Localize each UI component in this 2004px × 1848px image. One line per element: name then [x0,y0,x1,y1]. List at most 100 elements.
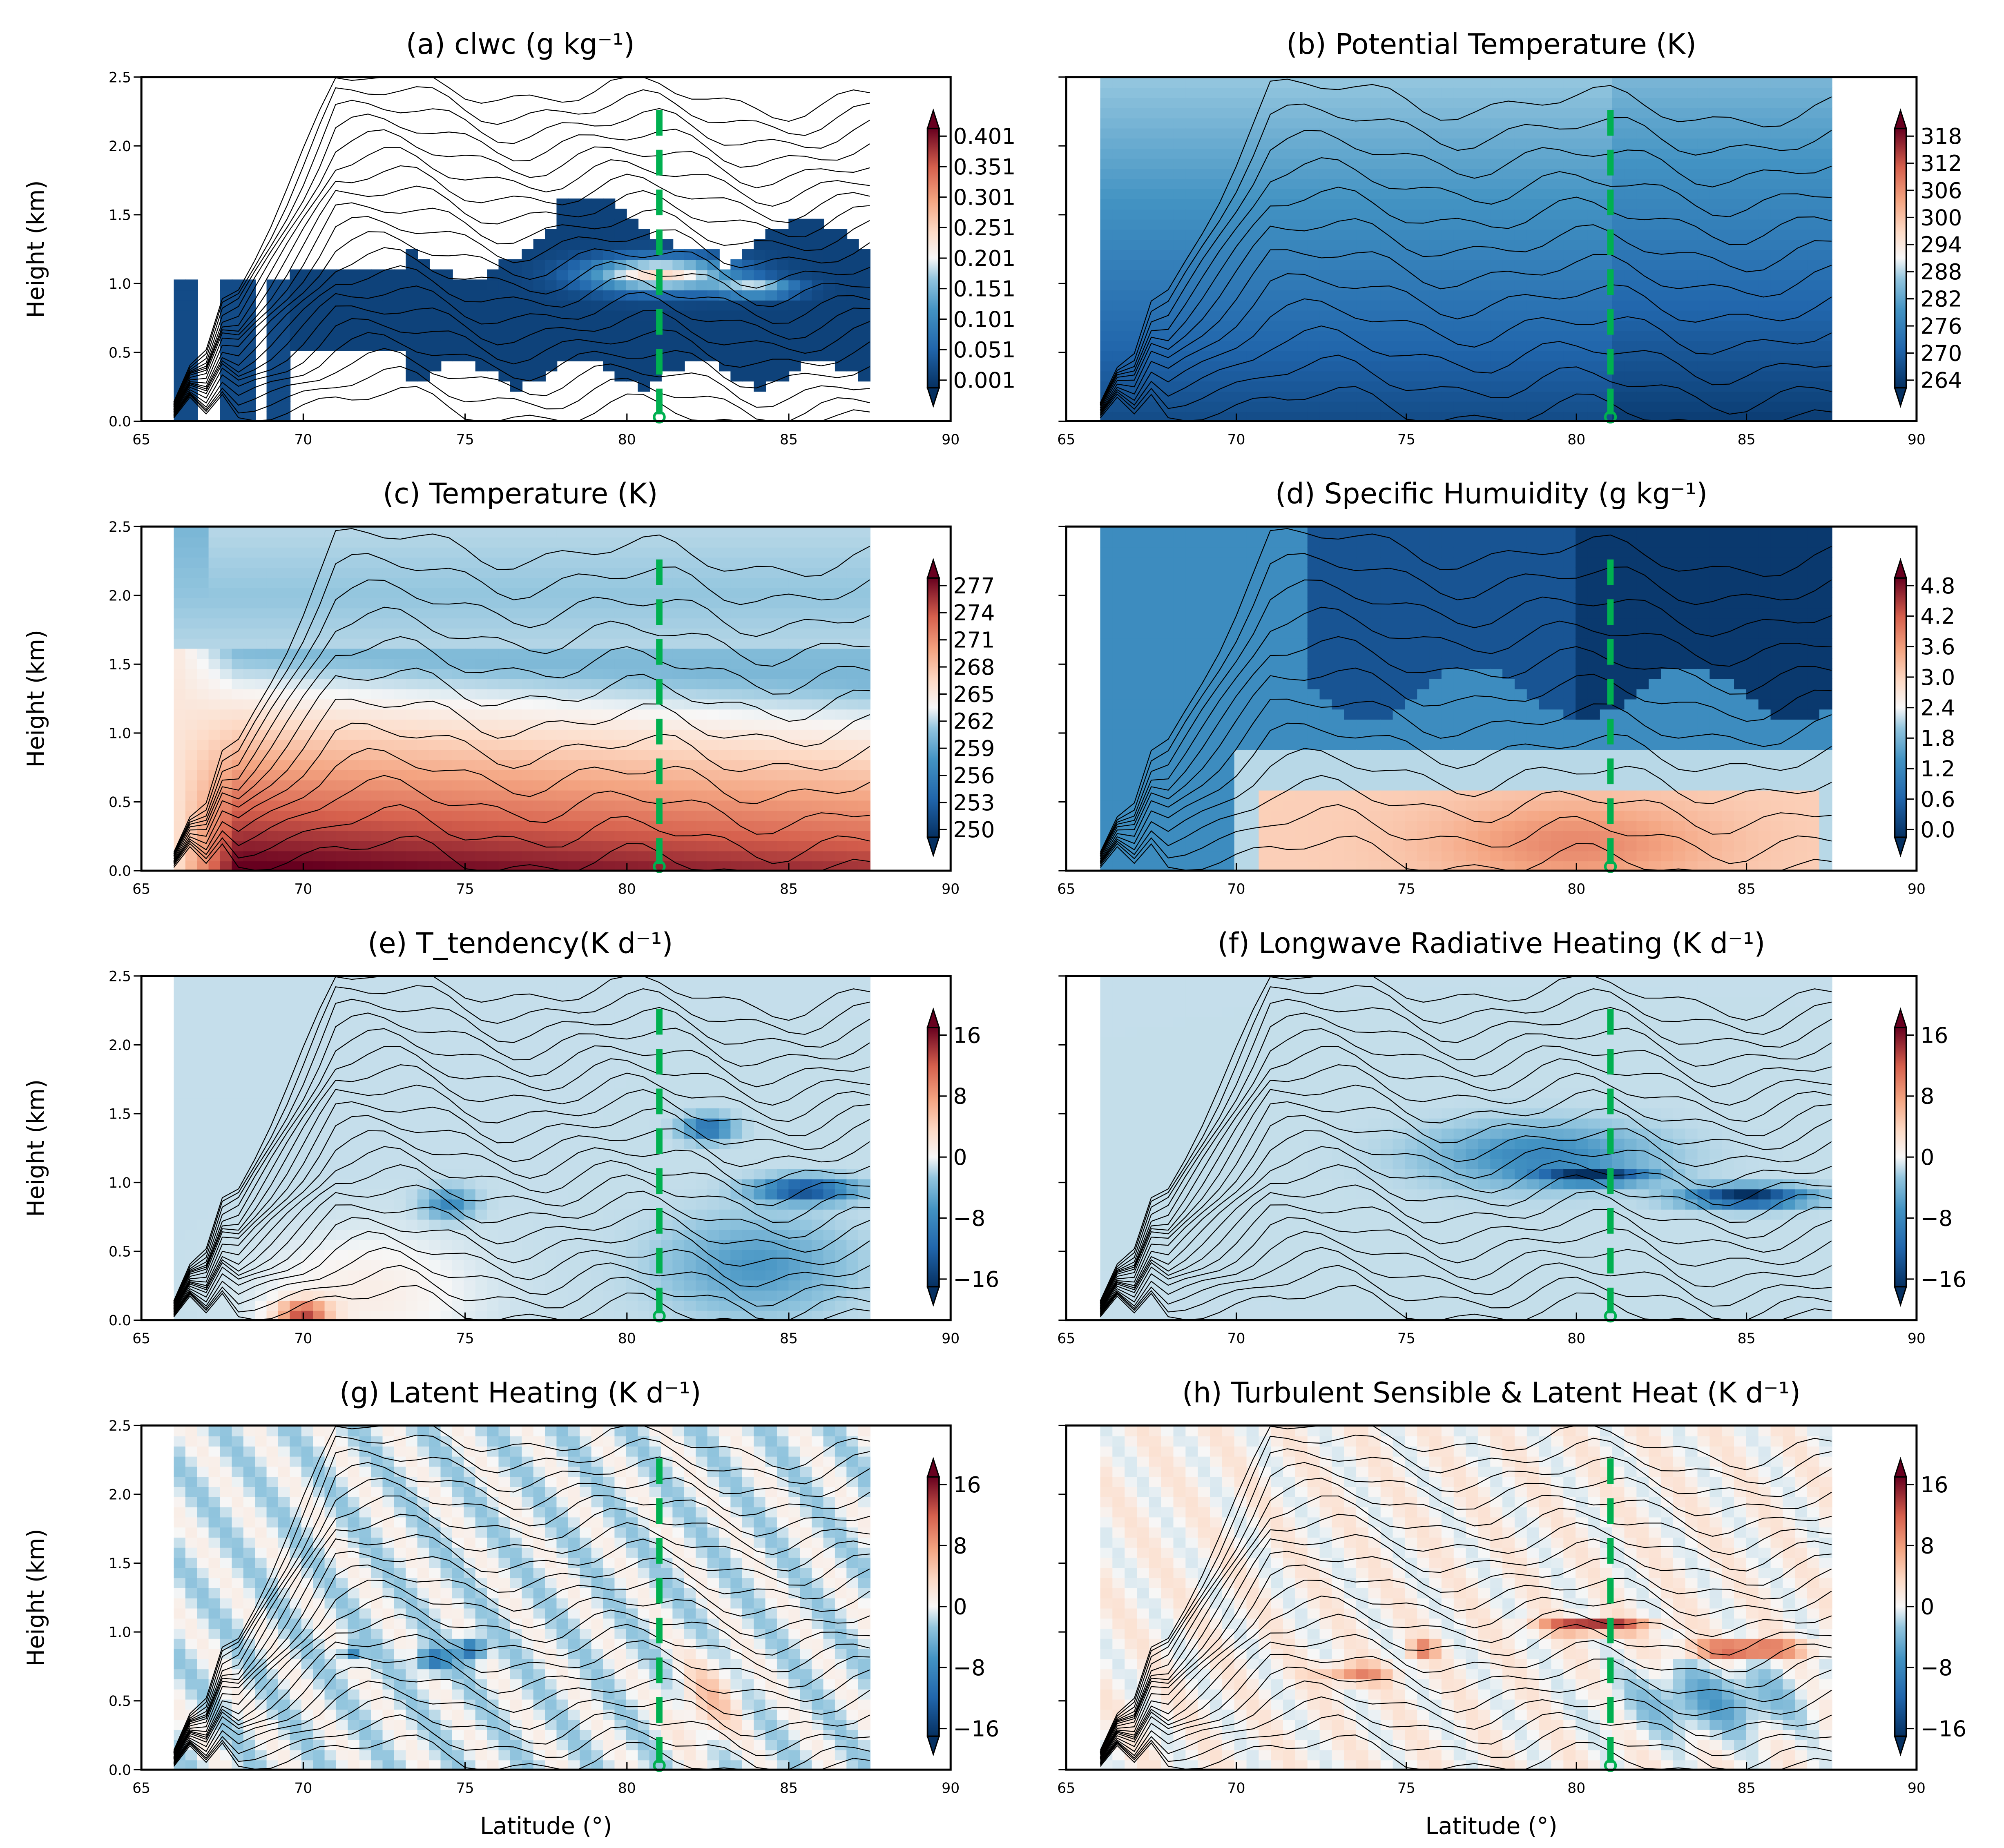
field-cell [1539,107,1552,118]
x-tick-label: 65 [1057,432,1075,448]
field-cell [1125,310,1138,321]
field-cell [730,668,743,679]
field-cell [626,587,639,598]
field-cell [591,239,604,250]
field-cell [1770,381,1784,392]
field-cell [359,587,372,598]
field-cell [1746,148,1759,159]
field-cell [510,546,523,558]
field-cell [661,259,674,270]
field-cell [835,648,848,659]
field-cell [556,567,569,578]
field-cell [823,330,836,341]
field-cell [1697,107,1711,118]
field-cell [545,279,558,291]
field-cell [858,557,870,568]
field-cell [1587,229,1601,240]
field-cell [1502,107,1515,118]
field-cell [382,299,395,311]
field-cell [1795,158,1808,169]
field-cell [1356,391,1369,402]
field-cell [1222,158,1235,169]
field-cell [1624,158,1638,169]
field-cell [626,628,639,639]
field-cell [707,648,720,659]
field-cell [406,648,418,659]
field-cell [1368,188,1381,199]
contour-line [173,100,870,404]
field-cell [1137,117,1150,129]
field-cell [1624,77,1638,88]
field-cell [475,290,488,301]
field-cell [1453,178,1467,189]
field-cell [208,587,221,598]
field-cell [800,330,813,341]
field-cell [1429,87,1442,98]
field-cell [638,310,650,321]
field-cell [1795,401,1808,412]
field-cell [185,729,198,740]
colorbar-bar [926,577,940,838]
field-cell [174,789,186,801]
field-cell [1709,77,1723,88]
field-cell [243,290,256,301]
field-cell [185,739,198,750]
field-cell [672,299,685,311]
field-cell [1453,208,1467,220]
field-cell [1344,239,1357,250]
field-cell [487,850,500,862]
field-cell [730,658,743,669]
field-cell [846,269,859,281]
field-cell [1234,158,1247,169]
field-cell [1405,127,1418,139]
field-cell [1722,370,1735,382]
field-cell [1332,148,1345,159]
field-cell [348,739,360,750]
field-cell [1551,330,1564,341]
field-cell [1393,117,1406,129]
field-cell [1453,381,1467,392]
field-cell [429,340,442,351]
field-cell [1295,370,1308,382]
field-cell [1807,77,1820,88]
field-cell [1563,178,1577,189]
field-cell [603,218,616,230]
field-cell [1453,127,1467,139]
field-cell [1624,259,1638,270]
field-cell [1746,330,1759,341]
field-cell [580,850,592,862]
field-cell [742,719,755,730]
field-cell [672,719,685,730]
field-cell [788,800,801,811]
field-cell [1137,127,1150,139]
field-cell [835,567,848,578]
field-cell [545,537,558,548]
field-cell [707,290,720,301]
field-cell [266,350,279,361]
field-cell [464,789,476,801]
field-cell [1612,299,1625,311]
field-cell [174,698,186,710]
field-cell [1539,330,1552,341]
field-cell [672,259,685,270]
field-cell [754,658,766,669]
field-cell [382,546,395,558]
field-cell [568,698,581,710]
field-cell [1283,320,1296,331]
field-cell [800,218,813,230]
field-cell [846,310,859,321]
field-cell [835,769,848,780]
field-cell [1198,97,1211,108]
field-cell [684,729,697,740]
field-cell [1490,107,1504,118]
field-cell [580,648,592,659]
field-cell [1685,310,1698,321]
field-cell [498,628,511,639]
field-cell [1405,188,1418,199]
field-cell [522,698,534,710]
field-cell [1453,370,1467,382]
field-cell [429,279,442,291]
field-cell [1734,299,1747,311]
field-cell [556,526,569,537]
field-cell [638,779,650,791]
